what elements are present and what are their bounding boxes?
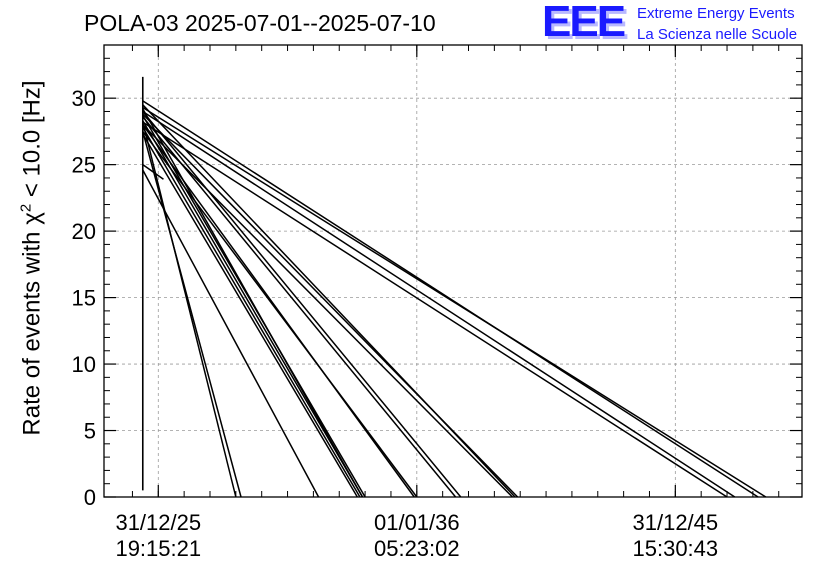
series-line bbox=[142, 124, 513, 498]
grid-layer bbox=[104, 45, 802, 497]
series-line bbox=[142, 104, 516, 498]
series-line bbox=[142, 106, 767, 498]
y-axis-label-sup: 2 bbox=[17, 203, 35, 213]
series-line bbox=[142, 131, 242, 498]
x-tick-label-date: 31/12/25 bbox=[115, 510, 201, 535]
x-tick-label-time: 05:23:02 bbox=[374, 536, 460, 561]
y-tick-label: 0 bbox=[84, 485, 96, 510]
plot-frame bbox=[103, 44, 803, 498]
series-line bbox=[142, 164, 164, 180]
logo-line-1: Extreme Energy Events bbox=[637, 5, 795, 22]
y-axis-label-symbol: χ bbox=[18, 212, 46, 225]
ticks-layer bbox=[104, 44, 802, 498]
logo-line-2: La Scienza nelle Scuole bbox=[637, 26, 798, 43]
series-line bbox=[142, 108, 364, 498]
eee-logo: EEE Extreme Energy Events La Scienza nel… bbox=[542, 0, 832, 48]
x-tick-label-date: 01/01/36 bbox=[374, 510, 460, 535]
y-tick-label: 10 bbox=[72, 352, 96, 377]
series-layer bbox=[141, 76, 767, 498]
series-line bbox=[142, 100, 759, 498]
chart-title: POLA-03 2025-07-01--2025-07-10 bbox=[84, 10, 436, 36]
series-line bbox=[142, 130, 418, 498]
x-tick-label-time: 15:30:43 bbox=[633, 536, 719, 561]
y-axis-label-prefix: Rate of events with bbox=[18, 224, 46, 436]
y-axis-label: Rate of events with χ2 < 10.0 [Hz] bbox=[18, 80, 47, 435]
series-line bbox=[142, 127, 361, 498]
y-tick-label: 5 bbox=[84, 419, 96, 444]
series-line bbox=[142, 121, 237, 498]
series-line bbox=[142, 110, 736, 498]
y-tick-label: 20 bbox=[72, 219, 96, 244]
series-line bbox=[142, 124, 415, 498]
series-line bbox=[142, 121, 728, 498]
series-line bbox=[142, 169, 320, 498]
x-tick-label-date: 31/12/45 bbox=[633, 510, 719, 535]
y-tick-label: 30 bbox=[72, 86, 96, 111]
series-line bbox=[142, 116, 457, 498]
series-line bbox=[142, 110, 462, 498]
series-line bbox=[142, 133, 358, 498]
x-tick-label-time: 19:15:21 bbox=[115, 536, 201, 561]
y-axis-label-suffix: < 10.0 [Hz] bbox=[18, 80, 46, 204]
eee-logo-mark: EEE bbox=[542, 0, 626, 46]
y-tick-label: 25 bbox=[72, 153, 96, 178]
series-line bbox=[142, 120, 364, 498]
y-tick-label: 15 bbox=[72, 286, 96, 311]
